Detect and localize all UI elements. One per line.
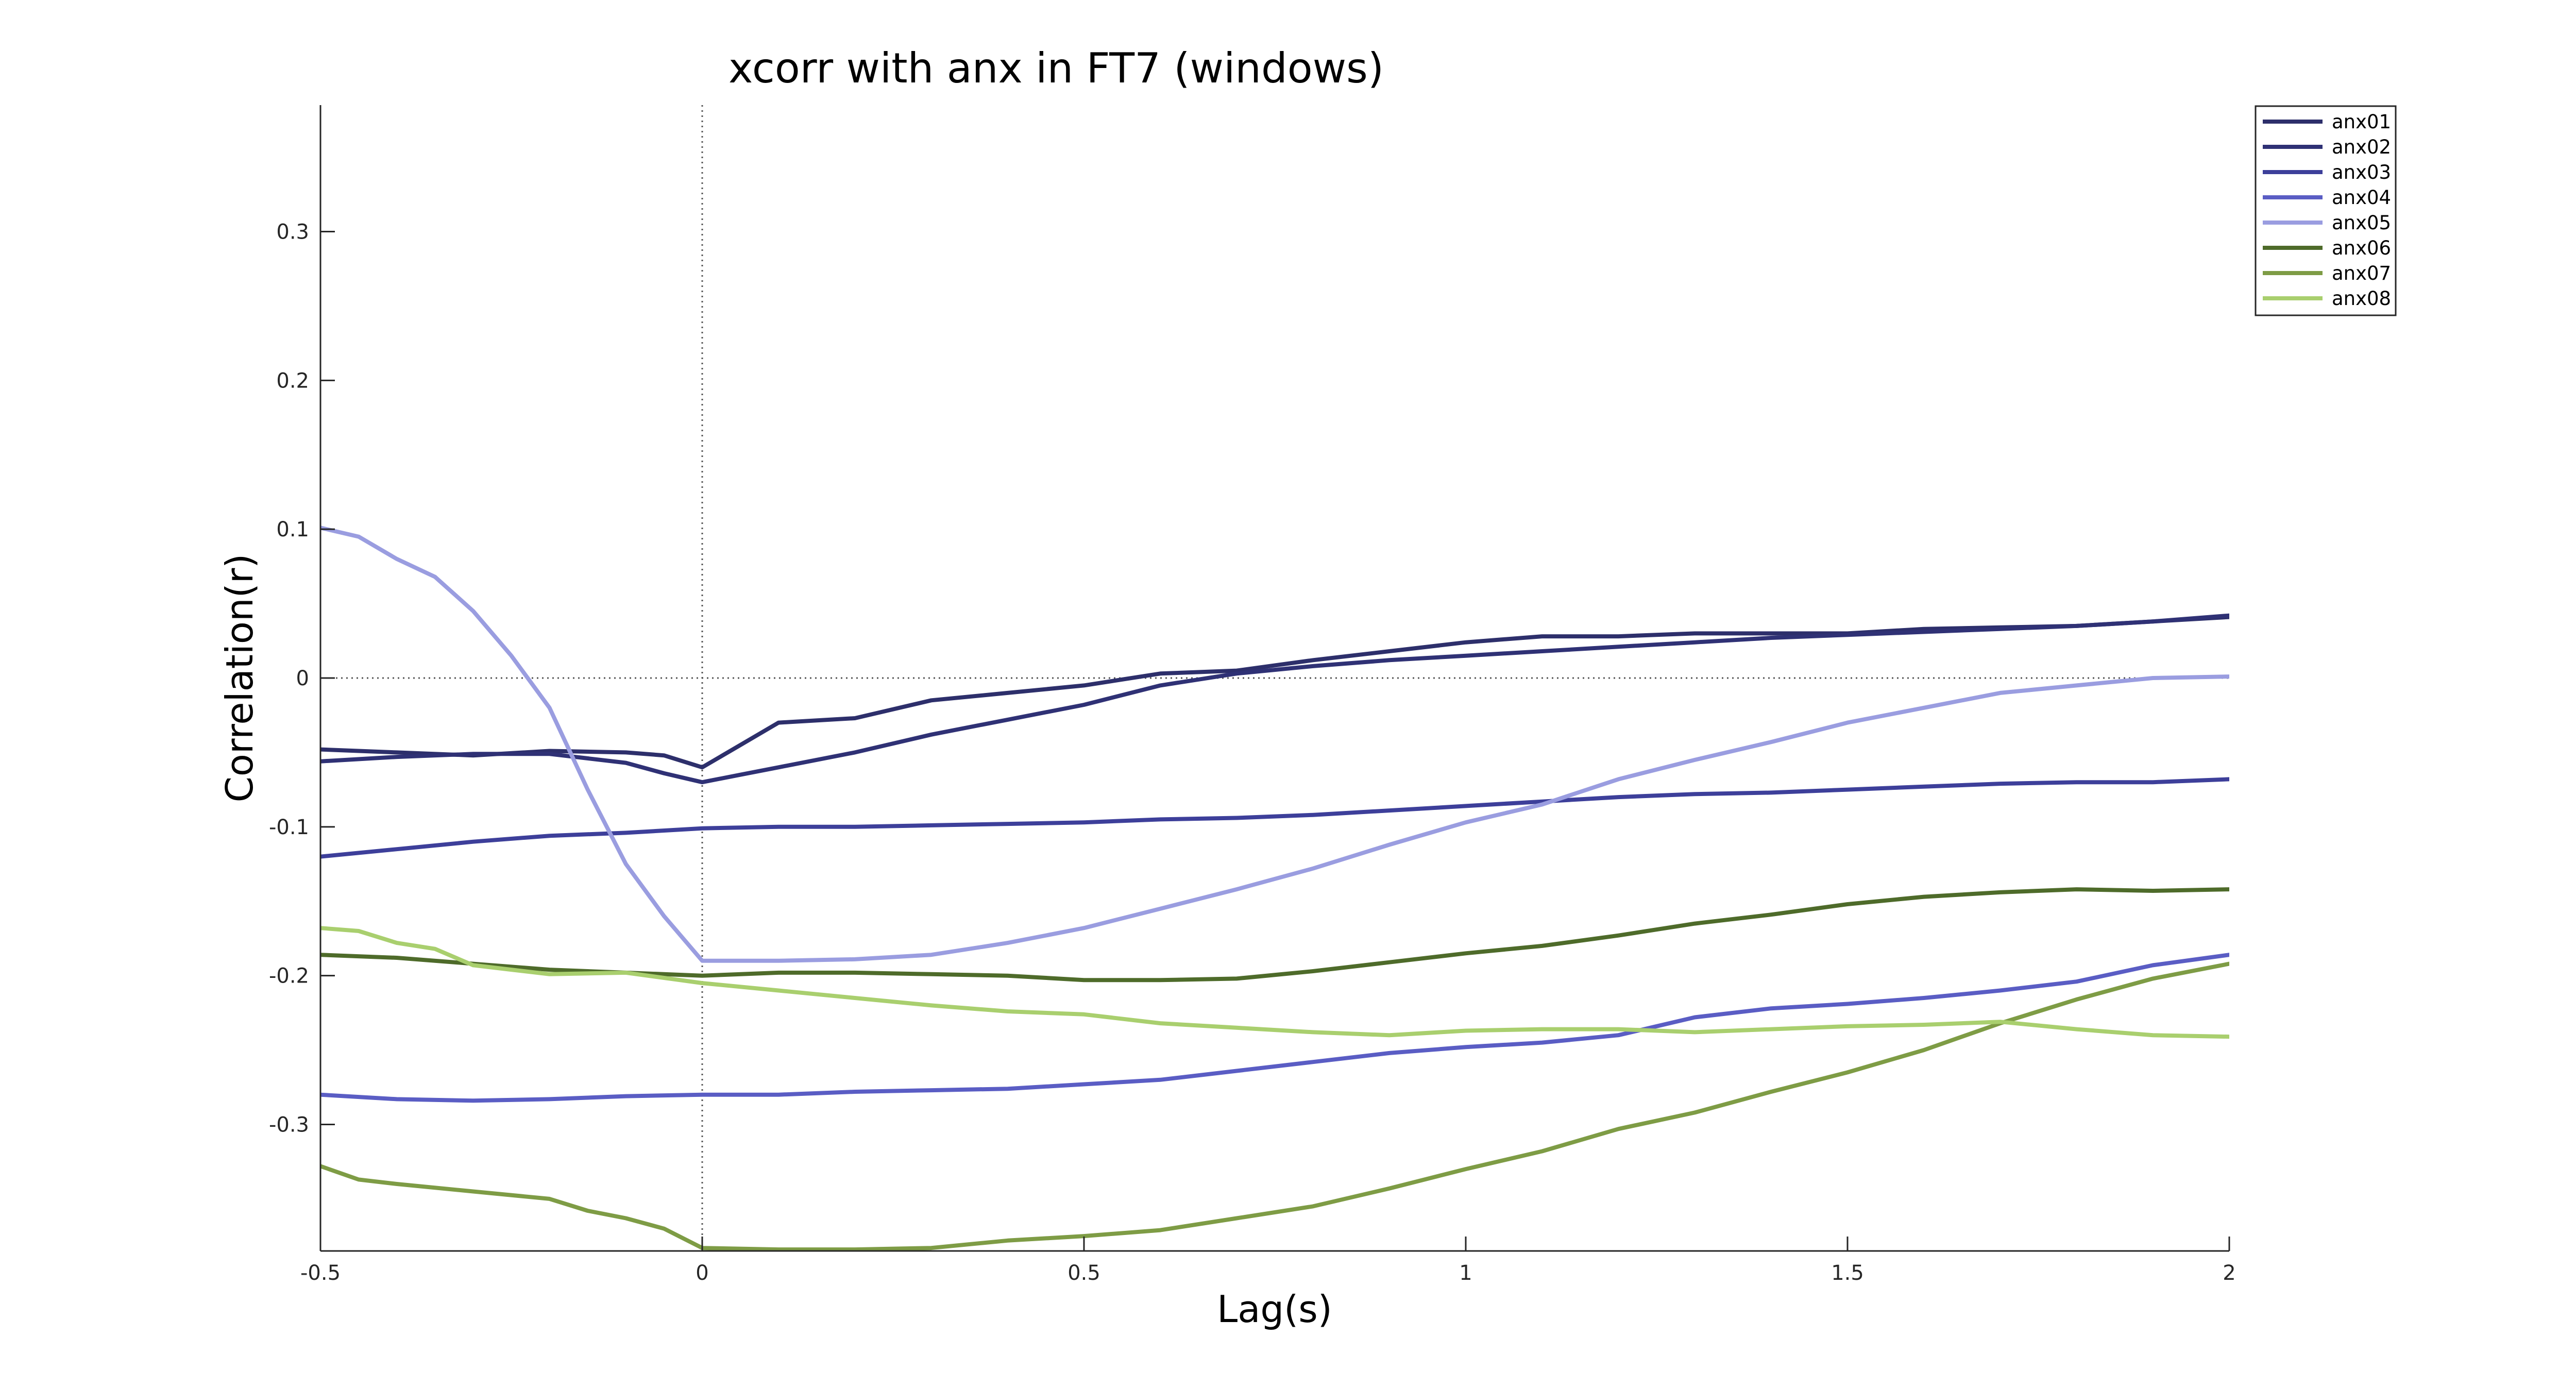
y-tick-label: 0.1 [276, 518, 309, 541]
y-axis-ticks: -0.3 -0.2 -0.1 0 0.1 0.2 0.3 [269, 221, 335, 1137]
x-axis-label: Lag(s) [1217, 1288, 1332, 1331]
series-line-anx04 [320, 953, 2229, 1103]
x-axis-ticks: -0.5 0 0.5 1 1.5 2 [300, 1237, 2236, 1285]
legend-label: anx02 [2332, 136, 2391, 158]
series-line-anx07 [320, 961, 2229, 1251]
chart-title: xcorr with anx in FT7 (windows) [728, 44, 1384, 92]
legend: anx01 anx02 anx03 anx04 anx05 anx06 anx07 anx08 [2255, 105, 2397, 316]
legend-box [2255, 105, 2397, 316]
y-tick-label: -0.2 [269, 964, 309, 988]
series-line-anx03 [320, 777, 2229, 859]
series-line-anx08 [320, 926, 2229, 1039]
y-tick-label: 0.3 [276, 221, 309, 244]
legend-label: anx05 [2332, 212, 2391, 234]
legend-label: anx03 [2332, 161, 2391, 183]
legend-label: anx08 [2332, 287, 2391, 310]
series-line-anx02 [320, 613, 2229, 785]
y-axis-label: Correlation(r) [218, 554, 261, 803]
y-tick-label: 0 [296, 667, 309, 690]
series-line-anx01 [320, 615, 2229, 770]
x-tick-label: -0.5 [300, 1261, 341, 1285]
x-tick-label: 1 [1459, 1261, 1472, 1285]
y-tick-label: -0.3 [269, 1113, 309, 1137]
reference-lines [320, 105, 2229, 1251]
series-layer [320, 526, 2229, 1251]
y-tick-label: -0.1 [269, 816, 309, 839]
legend-label: anx07 [2332, 262, 2391, 284]
x-tick-label: 0.5 [1067, 1261, 1100, 1285]
series-line-anx05 [320, 526, 2229, 963]
x-tick-label: 0 [696, 1261, 708, 1285]
legend-label: anx01 [2332, 111, 2391, 133]
legend-label: anx04 [2332, 187, 2391, 209]
x-tick-label: 1.5 [1831, 1261, 1864, 1285]
x-tick-label: 2 [2223, 1261, 2235, 1285]
series-line-anx06 [320, 887, 2229, 983]
legend-label: anx06 [2332, 237, 2391, 259]
y-tick-label: 0.2 [276, 369, 309, 393]
